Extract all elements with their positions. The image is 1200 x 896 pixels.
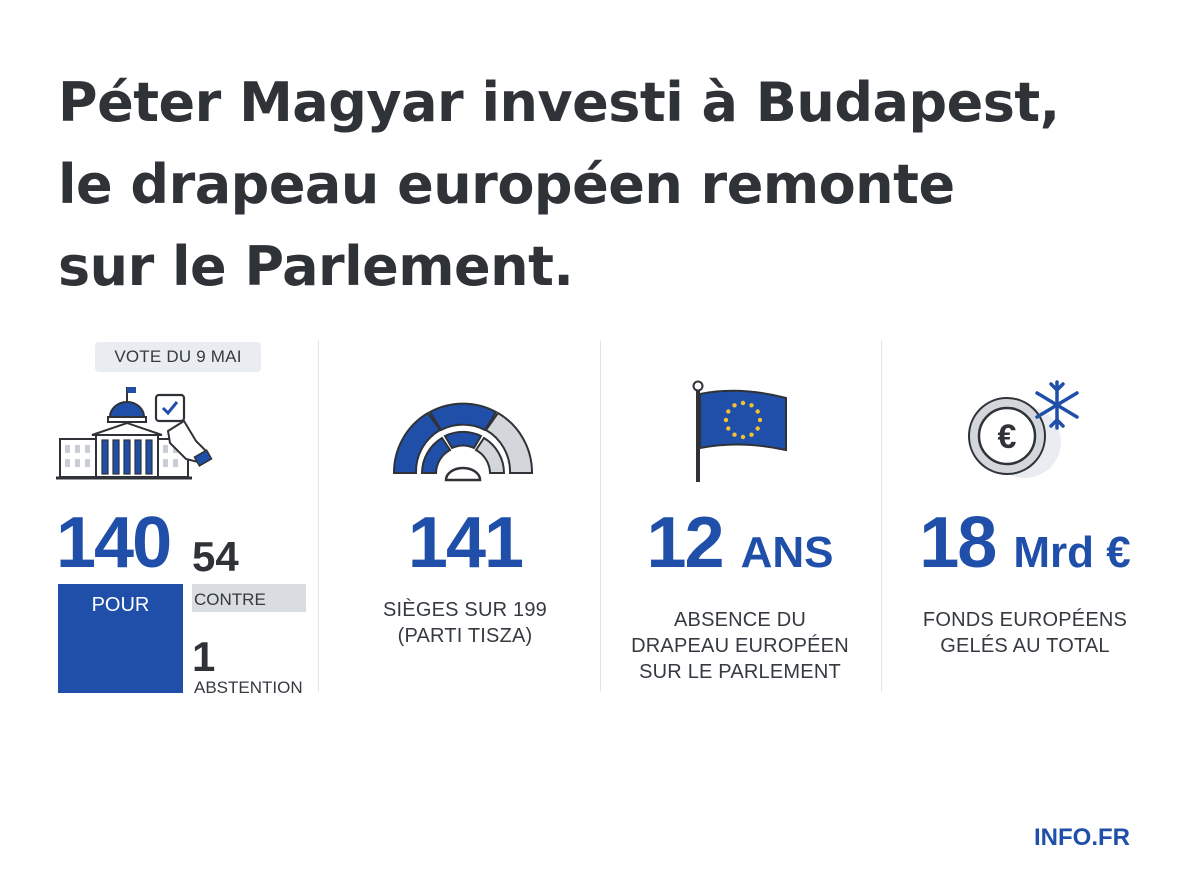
headline-line-1: Péter Magyar investi à Budapest, [58,71,1060,134]
eu-star [726,426,731,431]
pour-label: POUR [91,594,150,616]
flag-caption-line-3: SUR LE PARLEMENT [639,661,841,683]
eu-star [749,403,754,408]
eu-flag-icon [692,380,787,482]
eu-star [723,417,729,423]
eu-star [732,432,737,437]
hemicycle-icon [392,402,534,482]
funds-caption: FONDS EUROPÉENS GELÉS AU TOTAL [895,607,1155,659]
eu-star [749,432,754,437]
flag-number: 12 [646,503,724,583]
eu-star [740,434,746,440]
headline: Péter Magyar investi à Budapest, le drap… [58,62,1158,308]
headline-line-3: sur le Parlement. [58,235,574,298]
pour-bar [58,584,183,693]
eu-star [740,400,746,406]
flag-caption-line-2: DRAPEAU EUROPÉEN [631,635,849,657]
funds-number-group: 18 Mrd € [895,507,1155,589]
headline-line-2: le drapeau européen remonte [58,153,955,216]
seats-number: 141 [407,503,524,583]
funds-unit: Mrd € [1013,528,1131,577]
flag-column: 12 ANS ABSENCE DU DRAPEAU EUROPÉEN SUR L… [615,507,865,685]
eu-star [757,417,763,423]
seats-caption: SIÈGES SUR 199 (PARTI TISZA) [340,597,590,649]
abstention-count: 1 [192,633,216,680]
flag-number-group: 12 ANS [615,507,865,589]
eu-star [755,426,760,431]
seats-caption-line-2: (PARTI TISZA) [397,625,533,647]
euro-symbol: € [998,418,1017,456]
column-divider [600,340,601,692]
funds-number: 18 [919,503,997,583]
flag-unit: ANS [740,528,834,577]
eu-star [755,409,760,414]
column-divider [318,340,319,692]
flag-caption: ABSENCE DU DRAPEAU EUROPÉEN SUR LE PARLE… [615,607,865,685]
pour-count: 140 [56,503,172,583]
contre-count: 54 [192,533,239,580]
funds-column: 18 Mrd € FONDS EUROPÉENS GELÉS AU TOTAL [895,507,1155,659]
vote-date-badge: VOTE DU 9 MAI [95,342,261,372]
funds-caption-line-1: FONDS EUROPÉENS [922,609,1128,631]
column-divider [881,340,882,692]
seats-column: 141 SIÈGES SUR 199 (PARTI TISZA) [340,507,590,649]
brand-logo[interactable]: INFO.FR [1034,824,1130,851]
abstention-label: ABSTENTION [194,678,303,697]
frozen-euro-icon: € [968,380,1079,478]
parliament-vote-icon [56,387,213,480]
funds-caption-line-2: GELÉS AU TOTAL [940,635,1110,657]
eu-star [726,409,731,414]
seats-caption-line-1: SIÈGES SUR 199 [383,599,547,621]
flag-caption-line-1: ABSENCE DU [673,609,807,631]
contre-label: CONTRE [194,590,266,609]
eu-star [732,403,737,408]
contre-bar [192,584,306,612]
